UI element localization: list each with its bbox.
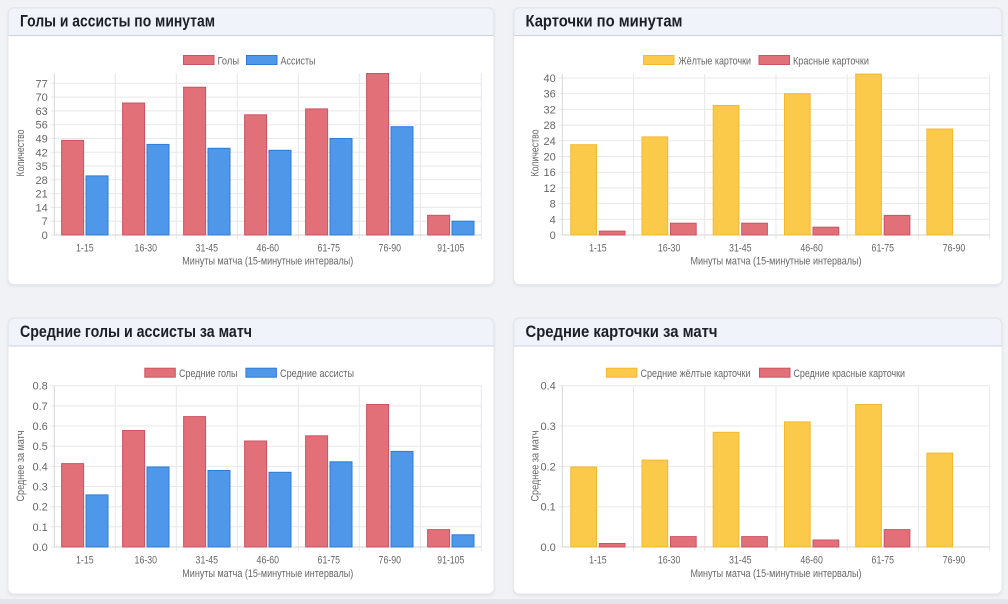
svg-text:0: 0 [550, 230, 556, 242]
svg-text:21: 21 [36, 189, 48, 201]
svg-text:Минуты матча (15-минутные инте: Минуты матча (15-минутные интервалы) [691, 568, 862, 580]
svg-text:16-30: 16-30 [658, 555, 681, 567]
svg-text:1-15: 1-15 [589, 555, 607, 567]
svg-text:46-60: 46-60 [800, 555, 823, 567]
svg-text:91-105: 91-105 [437, 555, 464, 567]
svg-text:Голы и ассисты по минутам: Голы и ассисты по минутам [20, 13, 215, 31]
svg-text:61-75: 61-75 [318, 555, 341, 567]
svg-text:0.4: 0.4 [33, 461, 48, 473]
svg-text:46-60: 46-60 [257, 243, 280, 255]
svg-text:16-30: 16-30 [135, 243, 158, 255]
svg-text:Минуты матча (15-минутные инте: Минуты матча (15-минутные интервалы) [182, 568, 353, 580]
svg-text:42: 42 [36, 147, 48, 159]
svg-text:8: 8 [550, 199, 556, 211]
svg-text:Ассисты: Ассисты [281, 55, 316, 67]
svg-text:16: 16 [544, 167, 556, 179]
svg-text:0.1: 0.1 [541, 502, 556, 514]
svg-text:61-75: 61-75 [318, 243, 341, 255]
svg-text:76-90: 76-90 [943, 243, 966, 255]
svg-text:14: 14 [36, 202, 48, 214]
svg-text:12: 12 [544, 183, 556, 195]
svg-text:49: 49 [36, 134, 48, 146]
svg-text:4: 4 [550, 214, 556, 226]
svg-text:0.1: 0.1 [33, 522, 48, 534]
svg-text:Жёлтые карточки: Жёлтые карточки [679, 55, 752, 67]
svg-text:1-15: 1-15 [76, 243, 94, 255]
svg-text:Средние ассисты: Средние ассисты [280, 368, 354, 380]
svg-text:31-45: 31-45 [729, 555, 752, 567]
svg-text:Среднее за матч: Среднее за матч [15, 431, 27, 502]
svg-text:76-90: 76-90 [943, 555, 966, 567]
svg-text:61-75: 61-75 [872, 555, 895, 567]
svg-text:Средние карточки за матч: Средние карточки за матч [526, 323, 718, 341]
svg-text:24: 24 [544, 136, 556, 148]
svg-text:Минуты матча (15-минутные инте: Минуты матча (15-минутные интервалы) [182, 256, 353, 268]
svg-text:0.5: 0.5 [33, 441, 48, 453]
svg-text:1-15: 1-15 [589, 243, 607, 255]
svg-text:31-45: 31-45 [196, 243, 219, 255]
svg-text:1-15: 1-15 [76, 555, 94, 567]
svg-text:46-60: 46-60 [800, 243, 823, 255]
svg-text:61-75: 61-75 [872, 243, 895, 255]
svg-text:91-105: 91-105 [437, 243, 464, 255]
svg-text:0.0: 0.0 [33, 542, 48, 554]
svg-text:56: 56 [36, 120, 48, 132]
svg-text:Голы: Голы [218, 55, 240, 67]
svg-text:28: 28 [544, 120, 556, 132]
svg-text:77: 77 [36, 78, 48, 90]
svg-text:31-45: 31-45 [196, 555, 219, 567]
svg-text:28: 28 [36, 175, 48, 187]
svg-text:76-90: 76-90 [379, 243, 402, 255]
svg-text:32: 32 [544, 104, 556, 116]
svg-text:36: 36 [544, 89, 556, 101]
svg-text:0.2: 0.2 [33, 502, 48, 514]
svg-text:Средние голы и ассисты за матч: Средние голы и ассисты за матч [20, 323, 252, 341]
svg-text:0.2: 0.2 [541, 461, 556, 473]
svg-text:Количество: Количество [15, 130, 27, 177]
svg-text:Карточки по минутам: Карточки по минутам [526, 13, 683, 31]
svg-text:16-30: 16-30 [658, 243, 681, 255]
svg-text:20: 20 [544, 152, 556, 164]
svg-text:70: 70 [36, 92, 48, 104]
svg-text:76-90: 76-90 [379, 555, 402, 567]
svg-text:31-45: 31-45 [729, 243, 752, 255]
svg-text:Средние красные карточки: Средние красные карточки [794, 368, 906, 380]
svg-text:0.6: 0.6 [33, 421, 48, 433]
svg-text:0.8: 0.8 [33, 381, 48, 393]
svg-text:63: 63 [36, 106, 48, 118]
svg-text:0.7: 0.7 [33, 401, 48, 413]
svg-text:0.3: 0.3 [33, 482, 48, 494]
svg-text:Количество: Количество [530, 130, 542, 177]
svg-text:Минуты матча (15-минутные инте: Минуты матча (15-минутные интервалы) [691, 256, 862, 268]
svg-text:0.0: 0.0 [541, 542, 556, 554]
svg-text:Красные карточки: Красные карточки [793, 55, 869, 67]
svg-text:16-30: 16-30 [135, 555, 158, 567]
svg-text:40: 40 [544, 73, 556, 85]
svg-text:Средние голы: Средние голы [179, 368, 238, 380]
svg-text:0: 0 [42, 230, 48, 242]
svg-text:46-60: 46-60 [257, 555, 280, 567]
svg-text:7: 7 [42, 216, 48, 228]
svg-text:35: 35 [36, 161, 48, 173]
svg-text:0.3: 0.3 [541, 421, 556, 433]
svg-text:0.4: 0.4 [541, 381, 556, 393]
svg-text:Средние жёлтые карточки: Средние жёлтые карточки [641, 368, 751, 380]
svg-text:Среднее за матч: Среднее за матч [530, 431, 542, 502]
